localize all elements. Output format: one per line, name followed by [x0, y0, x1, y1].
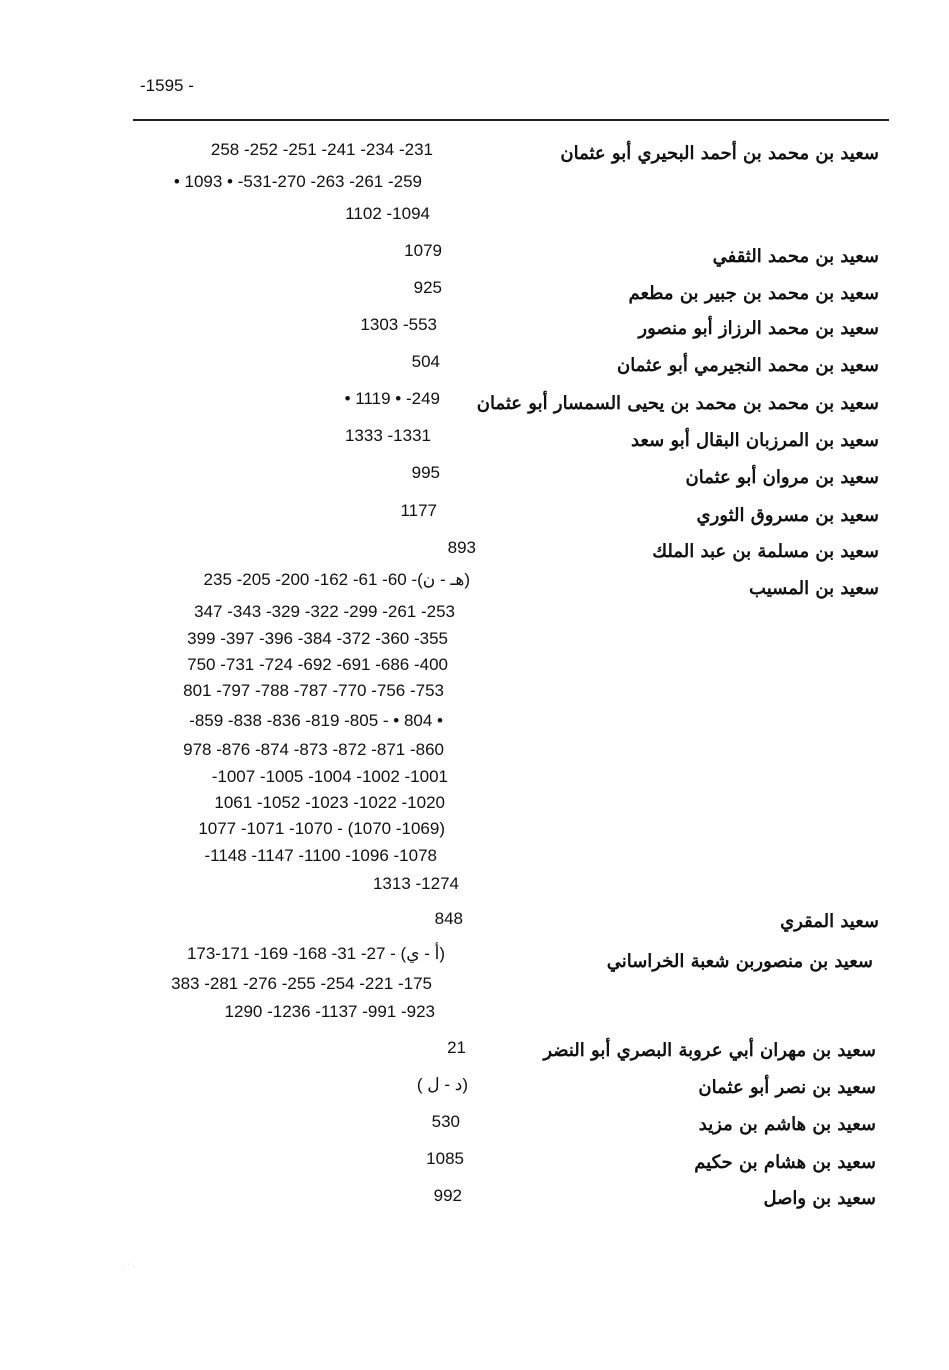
entry-pages: 504: [411, 352, 440, 371]
entry-pages: -859 -838 -836 -819 -805 - • 804 •: [189, 711, 443, 730]
entry-pages: 1079: [404, 241, 442, 260]
entry-name: سعيد بن محمد بن جبير بن مطعم: [628, 283, 880, 304]
entry-name: سعيد بن المرزبان البقال أبو سعد: [630, 430, 879, 451]
entry-name: سعيد بن هاشم بن مزيد: [698, 1114, 876, 1135]
entry-pages: 925: [413, 278, 442, 297]
entry-name: سعيد بن مروان أبو عثمان: [685, 467, 880, 488]
entry-pages: 992: [433, 1186, 462, 1205]
entry-pages: 750 -731 -724 -692 -691 -686 -400: [187, 655, 448, 674]
entry-pages: 399 -397 -396 -384 -372 -360 -355: [187, 629, 448, 648]
entry-pages: 383 -281 -276 -255 -254 -221 -175: [171, 974, 432, 993]
entry-pages: 1333 -1331: [344, 426, 431, 445]
entry-name: سعيد بن محمد بن أحمد البحيري أبو عثمان: [560, 143, 879, 164]
entry-pages: 530: [431, 1112, 460, 1131]
entry-pages: -1007 -1005 -1004 -1002 -1001: [211, 767, 448, 786]
entry-pages: 995: [411, 463, 440, 482]
entry-pages: -1148 -1147 -1100 -1096 -1078: [204, 846, 437, 865]
entry-name: سعيد بن واصل: [763, 1188, 877, 1209]
entry-pages: 848: [434, 909, 463, 928]
entry-pages: 801 -797 -788 -787 -770 -756 -753: [183, 681, 444, 700]
entry-pages: 1102 -1094: [345, 204, 430, 223]
page-number: -1595 -: [140, 76, 194, 95]
entry-pages: 173-171 -169 -168 -31 -27 - (أ - ي): [186, 944, 445, 963]
entry-pages: 1077 -1071 -1070 - (1070 -1069): [198, 819, 445, 838]
entry-name: سعيد بن مسروق الثوري: [696, 505, 879, 526]
entry-name: سعيد بن المسيب: [749, 578, 879, 599]
entry-pages: 347 -343 -329 -322 -299 -261 -253: [194, 602, 455, 621]
entry-name: سعيد بن محمد النجيرمي أبو عثمان: [617, 355, 879, 376]
entry-name: سعيد بن منصوربن شعبة الخراساني: [606, 951, 873, 972]
entry-pages: 1303 -553: [360, 315, 437, 334]
entry-pages: 235 -205 -200 -162 -61 -60 -(هـ - ن): [203, 570, 470, 589]
entry-pages: 1177: [400, 501, 437, 520]
entry-name: سعيد بن مسلمة بن عبد الملك: [652, 541, 879, 562]
entry-pages: 978 -876 -874 -873 -872 -871 -860: [183, 740, 444, 759]
entry-name: سعيد بن محمد بن محمد بن يحيى السمسار أبو…: [476, 393, 879, 414]
entry-pages: 1061 -1052 -1023 -1022 -1020: [214, 793, 445, 812]
entry-name: سعيد بن نصر أبو عثمان: [698, 1077, 876, 1098]
entry-pages: 1085: [426, 1149, 464, 1168]
scan-speck: · ˙ ‧: [122, 1262, 136, 1272]
entry-pages: 258 -252 -251 -241 -234 -231: [210, 140, 433, 159]
entry-name: سعيد المقري: [780, 911, 879, 932]
entry-pages: 1313 -1274: [372, 874, 459, 893]
entry-name: سعيد بن محمد الثقفي: [712, 246, 879, 267]
entry-pages: 1290 -1236 -1137 -991 -923: [224, 1002, 435, 1021]
entry-name: سعيد بن مهران أبي عروبة البصري أبو النضر: [543, 1040, 876, 1061]
entry-pages: 893: [447, 538, 476, 557]
entry-pages: • 1119 • -249: [344, 389, 440, 408]
entry-name: سعيد بن هشام بن حكيم: [694, 1152, 876, 1173]
entry-pages: ( د - ل): [416, 1075, 468, 1094]
header-rule: [133, 119, 889, 121]
entry-name: سعيد بن محمد الرزاز أبو منصور: [638, 318, 879, 339]
entry-pages: 21: [447, 1038, 466, 1057]
entry-pages: • 1093 • -531-270 -263 -261 -259: [173, 172, 422, 191]
